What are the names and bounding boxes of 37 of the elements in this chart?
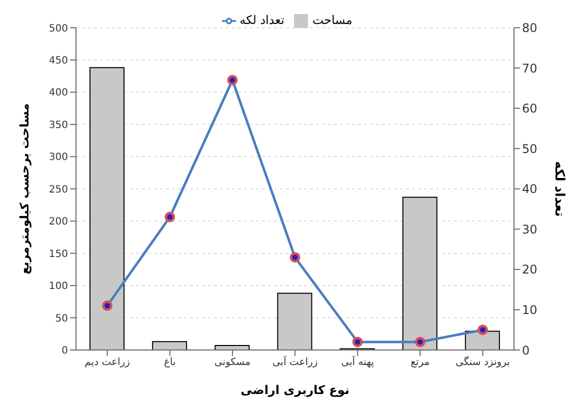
- y2-axis-title: تعداد لکه: [551, 161, 566, 217]
- y2-tick-label: 0: [522, 343, 530, 358]
- y2-tick-label: 10: [522, 302, 538, 317]
- y-tick-label: 250: [48, 184, 68, 196]
- y2-tick-label: 70: [522, 61, 538, 76]
- bar: [90, 67, 124, 350]
- x-tick-label: زراعت آبی: [272, 355, 318, 368]
- x-tick-label: مسکونی: [214, 357, 250, 368]
- y2-tick-label: 60: [522, 102, 538, 116]
- y-tick-label: 350: [48, 120, 68, 131]
- bar: [402, 196, 438, 350]
- y-tick-label: 100: [48, 281, 68, 292]
- legend-label: تعداد لکه: [240, 13, 284, 27]
- x-tick-label: زراعت دیم: [84, 357, 130, 368]
- y-tick-label: 50: [55, 313, 68, 324]
- x-axis-title: نوع کاربری اراضی: [240, 383, 350, 397]
- x-tick-label: مرتع: [410, 357, 430, 368]
- y-axis-title: مساحت برحسب کیلومترمربع: [17, 103, 32, 274]
- bar: [214, 344, 250, 350]
- x-tick-label: برونزد سنگی: [456, 356, 510, 368]
- y-tick-label: 200: [48, 216, 68, 228]
- bar: [277, 292, 312, 350]
- x-tick-label: باغ: [164, 357, 176, 368]
- bar: [152, 341, 188, 350]
- y-tick-label: 0: [62, 346, 68, 357]
- y-tick-label: 500: [48, 23, 68, 34]
- y2-tick-label: 30: [522, 222, 538, 236]
- y2-tick-label: 20: [522, 262, 538, 277]
- legend-label: مساحت: [312, 13, 352, 27]
- y-tick-label: 300: [48, 152, 68, 164]
- y-tick-label: 400: [48, 88, 68, 99]
- x-tick-label: پهنه آبی: [341, 355, 374, 368]
- y2-tick-label: 50: [522, 142, 538, 156]
- y-tick-label: 450: [48, 55, 68, 66]
- y-tick-label: 150: [48, 248, 68, 260]
- y2-tick-label: 40: [522, 182, 538, 196]
- y2-tick-label: 80: [522, 20, 538, 35]
